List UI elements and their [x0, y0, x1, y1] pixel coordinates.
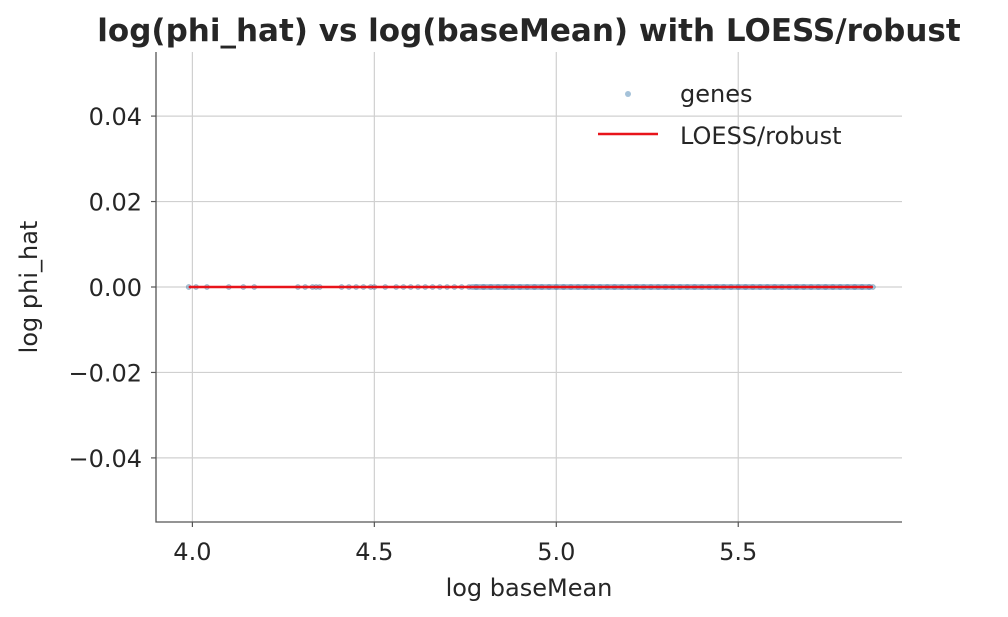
x-tick-label: 4.0	[173, 538, 211, 566]
y-tick-label: 0.04	[89, 103, 142, 131]
y-tick-label: 0.00	[89, 274, 142, 302]
y-tick-label: −0.04	[68, 445, 142, 473]
axes-spines	[155, 52, 902, 523]
y-axis-label: log phi_hat	[15, 221, 43, 354]
y-tick-label: −0.02	[68, 359, 142, 387]
x-axis-label: log baseMean	[446, 574, 613, 602]
x-tick-label: 4.5	[355, 538, 393, 566]
x-ticks: 4.0 4.5 5.0 5.5	[173, 522, 757, 566]
chart-title: log(phi_hat) vs log(baseMean) with LOESS…	[97, 13, 961, 49]
legend: genes LOESS/robust	[598, 80, 842, 150]
y-ticks: 0.04 0.02 0.00 −0.02 −0.04	[68, 103, 156, 473]
legend-loess-label: LOESS/robust	[680, 122, 842, 150]
legend-genes-marker	[625, 91, 631, 97]
y-tick-label: 0.02	[89, 189, 142, 217]
x-tick-label: 5.5	[719, 538, 757, 566]
x-tick-label: 5.0	[537, 538, 575, 566]
legend-genes-label: genes	[680, 80, 752, 108]
